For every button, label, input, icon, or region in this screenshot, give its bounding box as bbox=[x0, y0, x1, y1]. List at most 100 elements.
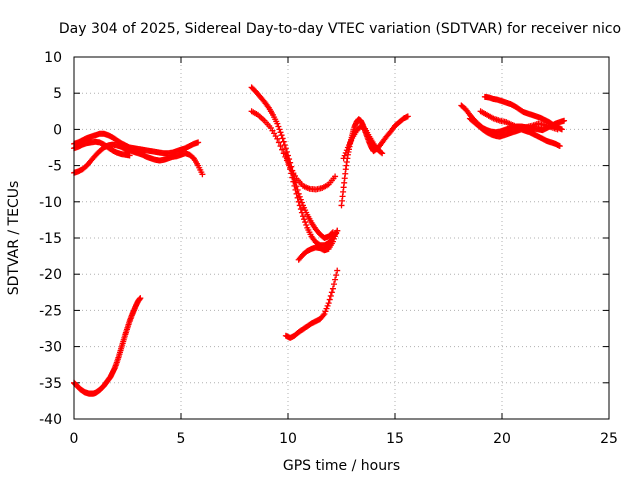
series-arc-mid-deep bbox=[282, 267, 341, 341]
data-point bbox=[379, 150, 386, 157]
data-point bbox=[334, 267, 341, 274]
series-arc-late-extra bbox=[477, 108, 561, 133]
y-tick-label: -10 bbox=[39, 195, 62, 211]
y-tick-label: -20 bbox=[39, 267, 62, 283]
data-point bbox=[327, 292, 334, 299]
data-point bbox=[288, 170, 295, 177]
data-point bbox=[332, 276, 339, 283]
data-point bbox=[561, 117, 568, 124]
data-point bbox=[277, 129, 284, 136]
data-point bbox=[275, 123, 282, 130]
data-point bbox=[332, 233, 339, 240]
data-point bbox=[298, 209, 305, 216]
data-point bbox=[286, 162, 293, 169]
x-tick-label: 20 bbox=[493, 431, 511, 447]
series-arc-early-lower bbox=[71, 138, 133, 159]
data-point bbox=[303, 221, 310, 228]
y-tick-label: -15 bbox=[39, 231, 62, 247]
data-point bbox=[342, 149, 349, 156]
x-tick-label: 15 bbox=[386, 431, 404, 447]
data-point bbox=[285, 158, 291, 165]
series-arc-mid-steep bbox=[248, 84, 336, 241]
data-point bbox=[331, 281, 338, 288]
data-point bbox=[299, 213, 306, 220]
data-point bbox=[295, 198, 302, 205]
data-point bbox=[556, 143, 563, 150]
x-tick-label: 10 bbox=[279, 431, 297, 447]
y-tick-label: 10 bbox=[44, 50, 62, 66]
y-tick-label: 0 bbox=[53, 122, 62, 138]
data-point bbox=[325, 300, 332, 307]
data-point bbox=[293, 190, 300, 197]
data-point bbox=[326, 296, 333, 303]
series-arc-early-mid bbox=[71, 141, 206, 178]
y-tick-label: -25 bbox=[39, 303, 62, 319]
data-series bbox=[71, 84, 568, 397]
data-point bbox=[297, 206, 304, 213]
data-point bbox=[199, 171, 206, 178]
data-point bbox=[296, 202, 303, 209]
data-point bbox=[334, 227, 341, 234]
series-arc-mid-second bbox=[248, 108, 339, 193]
grid-lines bbox=[74, 57, 609, 419]
data-point bbox=[332, 173, 339, 180]
plot-frame bbox=[73, 56, 610, 420]
data-point bbox=[329, 238, 336, 245]
data-point bbox=[195, 139, 202, 146]
data-point bbox=[290, 178, 297, 185]
data-point bbox=[280, 138, 287, 145]
x-tick-label: 0 bbox=[70, 431, 79, 447]
data-point bbox=[323, 305, 330, 312]
data-point bbox=[302, 219, 309, 226]
data-point bbox=[294, 194, 301, 201]
y-tick-label: -5 bbox=[48, 159, 62, 175]
y-tick-label: -35 bbox=[39, 376, 62, 392]
data-point bbox=[137, 295, 144, 302]
data-point bbox=[274, 135, 281, 142]
data-point bbox=[275, 139, 282, 146]
data-point bbox=[378, 149, 385, 156]
series-arc-mid-recovery-2 bbox=[340, 123, 386, 162]
data-point bbox=[341, 152, 348, 159]
data-point bbox=[278, 132, 285, 139]
data-point bbox=[281, 141, 288, 148]
y-tick-label: 5 bbox=[53, 86, 62, 102]
data-point bbox=[279, 146, 286, 153]
series-arc-early-low bbox=[71, 295, 144, 397]
series-arc-mid-recovery bbox=[338, 113, 411, 209]
data-point bbox=[554, 126, 561, 133]
chart-title: Day 304 of 2025, Sidereal Day-to-day VTE… bbox=[59, 21, 621, 37]
y-tick-label: -30 bbox=[39, 340, 62, 356]
data-point bbox=[322, 308, 329, 315]
y-tick-label: -40 bbox=[39, 412, 62, 428]
data-point bbox=[277, 143, 284, 150]
data-point bbox=[333, 272, 340, 279]
data-point bbox=[282, 145, 289, 152]
x-tick-label: 5 bbox=[177, 431, 186, 447]
data-point bbox=[333, 230, 340, 237]
data-point bbox=[404, 113, 411, 120]
data-point bbox=[301, 216, 308, 223]
data-point bbox=[126, 152, 133, 159]
data-point bbox=[289, 174, 296, 181]
data-point bbox=[276, 126, 283, 133]
data-point bbox=[321, 311, 328, 318]
data-point bbox=[287, 166, 294, 173]
x-tick-label: 25 bbox=[600, 431, 618, 447]
data-point bbox=[320, 312, 327, 319]
data-point bbox=[329, 285, 336, 292]
x-axis-title: GPS time / hours bbox=[283, 458, 400, 474]
data-point bbox=[324, 302, 331, 309]
data-point bbox=[282, 151, 289, 158]
data-point bbox=[292, 186, 299, 193]
data-point bbox=[283, 155, 290, 162]
y-tick-labels: -40 -35 -30 -25 -20 -15 -10 -5 0 5 10 bbox=[39, 50, 62, 428]
data-point bbox=[340, 155, 347, 162]
data-point bbox=[274, 120, 281, 127]
x-tick-labels: 0 5 10 15 20 25 bbox=[70, 431, 618, 447]
data-point bbox=[291, 182, 298, 189]
data-point bbox=[283, 148, 290, 155]
series-arc-mid-lower bbox=[295, 227, 341, 263]
data-point bbox=[328, 289, 335, 296]
